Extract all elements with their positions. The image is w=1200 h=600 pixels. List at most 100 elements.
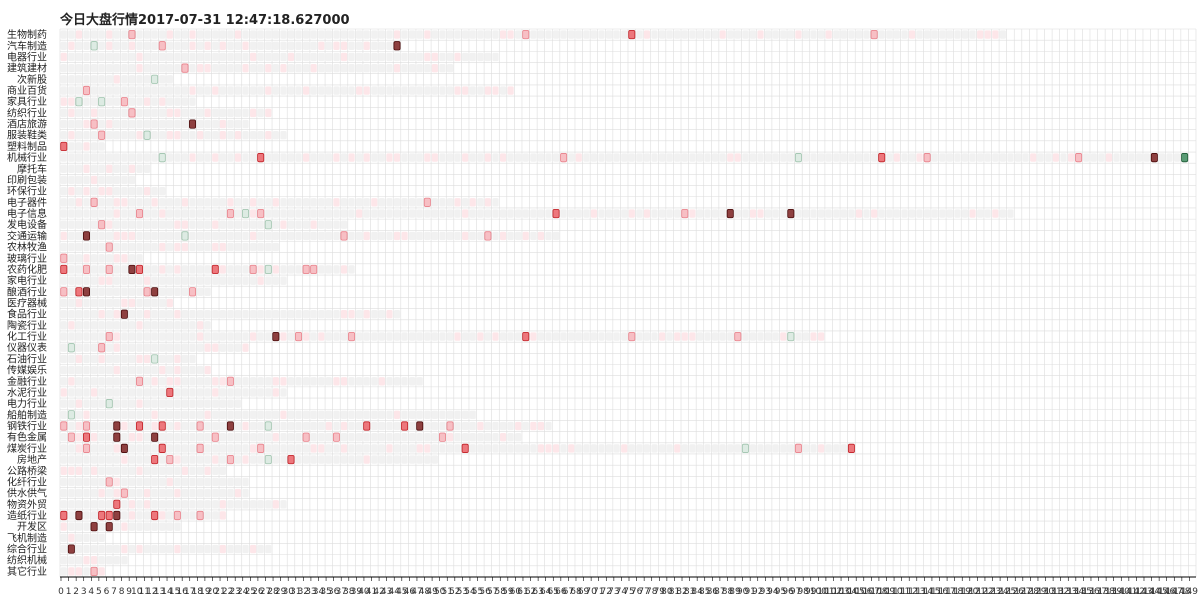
heatmap-cell: [1075, 153, 1083, 163]
heatmap-cell: [75, 86, 83, 95]
heatmap-cell: [106, 410, 113, 420]
heatmap-cell: [590, 209, 598, 218]
heatmap-cell: [136, 97, 143, 106]
heatmap-cell: [151, 432, 159, 442]
heatmap-cell: [431, 433, 438, 442]
heatmap-cell: [174, 153, 181, 162]
heatmap-cell: [143, 130, 151, 140]
heatmap-cell: [106, 52, 113, 62]
x-tick-label: 56: [479, 587, 491, 597]
heatmap-cell: [636, 209, 643, 218]
heatmap-cell: [151, 454, 159, 465]
heatmap-cell: [272, 41, 279, 50]
heatmap-cell: [128, 63, 136, 73]
heatmap-cell: [144, 75, 151, 84]
heatmap-cell: [371, 41, 378, 50]
heatmap-cell: [234, 377, 242, 386]
heatmap-cell: [219, 377, 226, 386]
heatmap-cell: [68, 399, 75, 408]
heatmap-cell: [545, 30, 552, 39]
heatmap-cell: [197, 388, 204, 397]
heatmap-cell: [522, 231, 529, 241]
heatmap-cell: [401, 231, 408, 241]
heatmap-cell: [174, 544, 181, 554]
heatmap-cell: [250, 421, 257, 431]
heatmap-cell: [393, 41, 401, 51]
heatmap-cell: [863, 30, 870, 39]
heatmap-cell: [136, 421, 144, 431]
heatmap-cell: [1143, 153, 1150, 162]
heatmap-cell: [128, 309, 136, 319]
heatmap-cell: [234, 86, 242, 95]
heatmap-cell: [83, 75, 90, 84]
heatmap-cell: [128, 198, 136, 207]
heatmap-cell: [121, 75, 128, 84]
heatmap-cell: [181, 52, 189, 62]
y-tick-label: 商业百货: [7, 84, 47, 97]
heatmap-cell: [204, 242, 211, 252]
heatmap-cell: [916, 153, 923, 162]
x-tick-label: 92: [752, 587, 763, 597]
heatmap-cell: [75, 265, 83, 274]
heatmap-cell: [128, 421, 136, 431]
heatmap-cell: [75, 209, 83, 218]
heatmap-cell: [265, 410, 272, 420]
heatmap-cell: [257, 108, 264, 118]
heatmap-cell: [128, 466, 136, 475]
heatmap-cell: [462, 332, 469, 341]
heatmap-cell: [250, 41, 257, 50]
heatmap-cell: [136, 264, 144, 275]
heatmap-cell: [749, 30, 757, 39]
heatmap-cell: [340, 410, 348, 420]
heatmap-cell: [106, 209, 113, 218]
x-tick-label: 72: [601, 587, 612, 597]
heatmap-cell: [454, 86, 461, 95]
heatmap-cell: [113, 254, 120, 263]
heatmap-cell: [272, 242, 279, 252]
heatmap-cell: [840, 30, 847, 39]
heatmap-cell: [598, 30, 605, 39]
heatmap-cell: [204, 86, 211, 95]
heatmap-cell: [75, 455, 83, 464]
heatmap-cell: [295, 410, 302, 420]
heatmap-cell: [295, 265, 302, 274]
heatmap-cell: [439, 86, 446, 95]
heatmap-cell: [681, 332, 688, 341]
heatmap-cell: [174, 41, 181, 50]
heatmap-cell: [409, 30, 416, 39]
heatmap-cell: [181, 466, 189, 475]
heatmap-cell: [75, 365, 83, 375]
y-axis-labels: 生物制药汽车制造电器行业建筑建材次新股商业百货家具行业纺织行业酒店旅游服装鞋类塑…: [7, 28, 47, 578]
x-tick-label: 6: [104, 587, 110, 597]
heatmap-cell: [939, 153, 946, 162]
y-tick-label: 建筑建材: [7, 62, 47, 75]
heatmap-cell: [83, 97, 90, 106]
heatmap-cell: [878, 209, 885, 218]
heatmap-cell: [295, 421, 302, 431]
heatmap-cell: [159, 500, 166, 509]
heatmap-cell: [537, 153, 544, 162]
heatmap-cell: [409, 86, 416, 95]
heatmap-cell: [159, 298, 166, 308]
heatmap-cell: [318, 198, 325, 207]
heatmap-cell: [780, 444, 787, 453]
heatmap-cell: [310, 198, 317, 207]
heatmap-cell: [469, 30, 476, 39]
heatmap-cell: [325, 198, 332, 207]
heatmap-cell: [189, 421, 196, 431]
heatmap-cell: [628, 331, 636, 342]
y-tick-label: 汽车制造: [7, 39, 47, 52]
heatmap-cell: [961, 209, 969, 218]
x-tick-label: 57: [487, 587, 498, 597]
heatmap-cell: [166, 63, 173, 73]
heatmap-cell: [287, 52, 295, 62]
heatmap-cell: [378, 421, 385, 431]
heatmap-cell: [969, 30, 976, 39]
heatmap-cell: [98, 30, 105, 39]
heatmap-cell: [272, 455, 279, 464]
y-tick-label: 供水供气: [7, 487, 47, 500]
x-tick-label: 49: [426, 587, 438, 597]
heatmap-cell: [75, 477, 83, 487]
heatmap-cell: [75, 142, 83, 151]
heatmap-cell: [60, 510, 68, 521]
